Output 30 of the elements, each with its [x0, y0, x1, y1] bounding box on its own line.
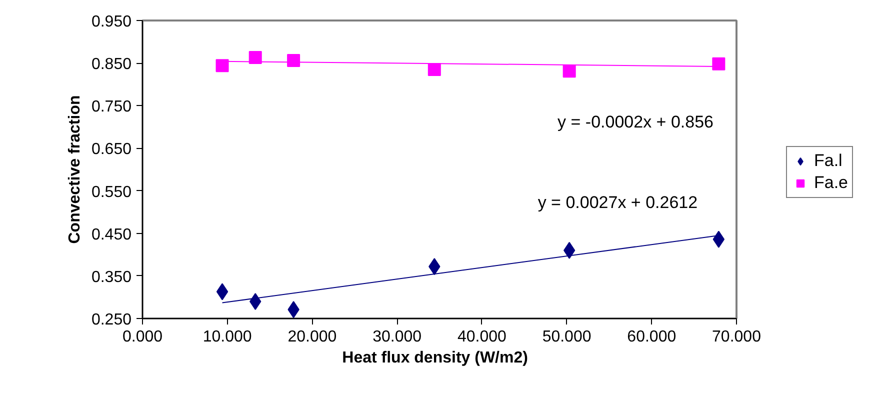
- x-tick-label: 30.000: [372, 328, 422, 346]
- y-tick-label: 0.950: [91, 14, 132, 30]
- y-tick-label: 0.650: [91, 141, 132, 158]
- x-tick-label: 50.000: [542, 328, 592, 346]
- y-tick-label: 0.250: [91, 312, 132, 328]
- legend-label: Fa.l: [814, 151, 842, 171]
- y-tick-label: 0.750: [91, 98, 132, 116]
- x-tick-label: 10.000: [202, 328, 252, 346]
- x-tick-label: 0.000: [122, 328, 163, 346]
- point: [248, 51, 262, 64]
- x-tick-label: 60.000: [627, 328, 676, 346]
- point: [428, 62, 441, 76]
- point: [216, 283, 228, 300]
- annotation: y = 0.0027x + 0.2612: [538, 192, 698, 212]
- legend-label: Fa.e: [814, 173, 848, 193]
- x-tick-label: 20.000: [288, 328, 337, 346]
- y-axis-title: Convective fraction: [66, 95, 84, 244]
- point: [216, 59, 229, 72]
- point: [287, 54, 300, 68]
- point: [562, 64, 576, 78]
- x-tick-label: 40.000: [457, 328, 506, 346]
- y-tick-label: 0.550: [91, 184, 132, 201]
- point: [712, 230, 725, 248]
- annotation: y = -0.0002x + 0.856: [558, 112, 714, 132]
- x-axis-title: Heat flux density (W/m2): [342, 350, 528, 366]
- y-tick-label: 0.450: [91, 226, 132, 244]
- y-tick-label: 0.850: [91, 56, 132, 74]
- x-tick-label: 70.000: [712, 328, 762, 346]
- y-tick-label: 0.350: [91, 268, 132, 286]
- point: [712, 57, 726, 70]
